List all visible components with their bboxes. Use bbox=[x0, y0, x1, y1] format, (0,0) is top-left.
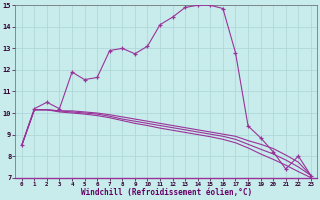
X-axis label: Windchill (Refroidissement éolien,°C): Windchill (Refroidissement éolien,°C) bbox=[81, 188, 252, 197]
